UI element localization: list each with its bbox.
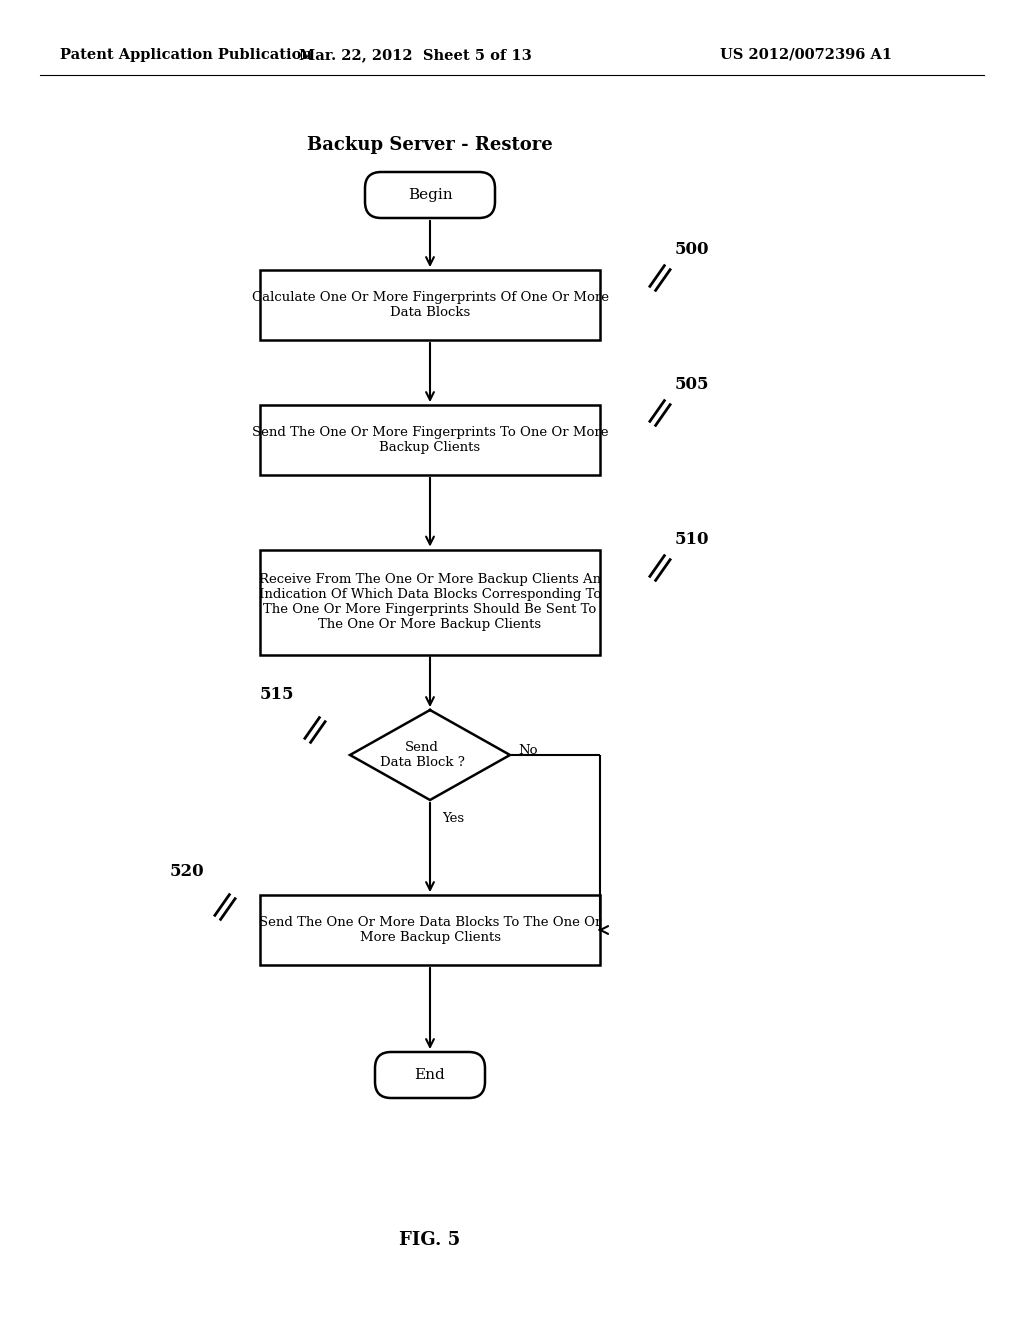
Text: Send The One Or More Fingerprints To One Or More
Backup Clients: Send The One Or More Fingerprints To One… xyxy=(252,426,608,454)
FancyBboxPatch shape xyxy=(375,1052,485,1098)
Bar xyxy=(260,271,600,341)
Text: Backup Server - Restore: Backup Server - Restore xyxy=(307,136,553,154)
Text: Receive From The One Or More Backup Clients An
Indication Of Which Data Blocks C: Receive From The One Or More Backup Clie… xyxy=(259,573,601,631)
Bar xyxy=(260,549,600,655)
Text: Yes: Yes xyxy=(442,812,464,825)
Text: FIG. 5: FIG. 5 xyxy=(399,1232,461,1249)
Text: Patent Application Publication: Patent Application Publication xyxy=(60,48,312,62)
Bar xyxy=(260,895,600,965)
Text: US 2012/0072396 A1: US 2012/0072396 A1 xyxy=(720,48,892,62)
FancyBboxPatch shape xyxy=(365,172,495,218)
Text: No: No xyxy=(518,743,538,756)
Bar xyxy=(260,405,600,475)
Text: Begin: Begin xyxy=(408,187,453,202)
Text: Send The One Or More Data Blocks To The One Or
More Backup Clients: Send The One Or More Data Blocks To The … xyxy=(259,916,601,944)
Text: 510: 510 xyxy=(675,531,710,548)
Text: 515: 515 xyxy=(260,686,295,704)
Text: Calculate One Or More Fingerprints Of One Or More
Data Blocks: Calculate One Or More Fingerprints Of On… xyxy=(252,290,608,319)
Text: 500: 500 xyxy=(675,242,710,257)
Text: 505: 505 xyxy=(675,376,710,393)
Text: 520: 520 xyxy=(170,863,205,880)
Text: End: End xyxy=(415,1068,445,1082)
Text: Send
Data Block ?: Send Data Block ? xyxy=(380,741,465,770)
Text: Mar. 22, 2012  Sheet 5 of 13: Mar. 22, 2012 Sheet 5 of 13 xyxy=(299,48,531,62)
